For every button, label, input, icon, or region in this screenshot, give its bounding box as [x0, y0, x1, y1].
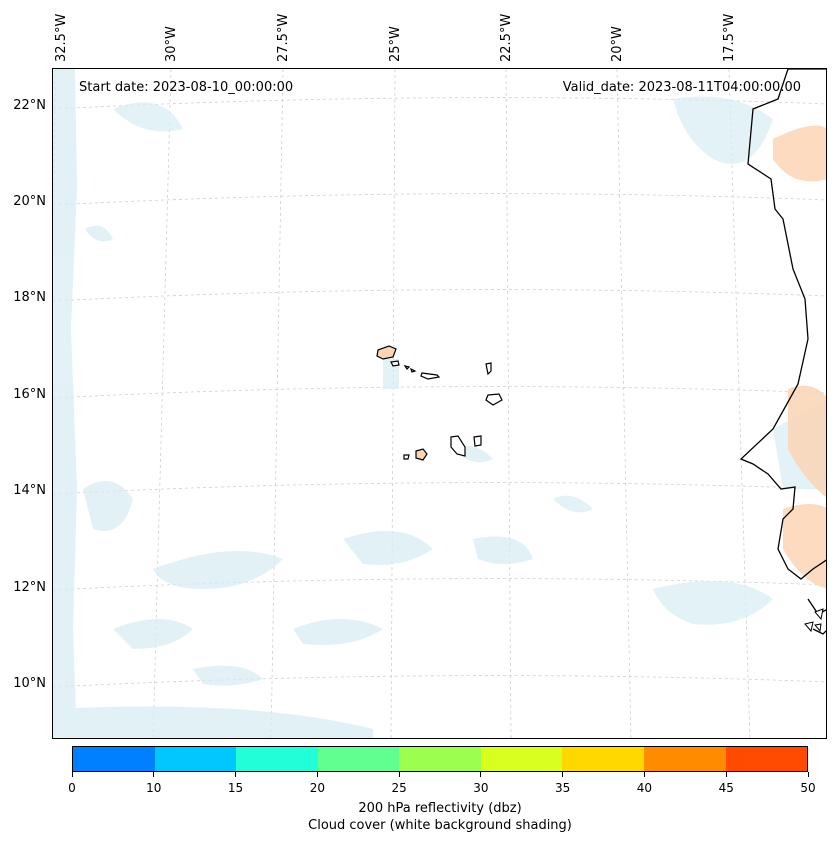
lat-label-16n: 16°N — [13, 387, 46, 402]
cape-verde-islands — [376, 345, 503, 461]
colorbar-tick-label: 25 — [391, 781, 407, 795]
colorbar-tick — [398, 772, 400, 777]
colorbar-segment — [73, 747, 155, 771]
colorbar-tick — [725, 772, 727, 777]
colorbar-segment — [236, 747, 318, 771]
lat-label-18n: 18°N — [13, 290, 46, 305]
colorbar-tick — [643, 772, 645, 777]
colorbar-label: 200 hPa reflectivity (dbz) — [358, 801, 522, 816]
map-panel: Start date: 2023-08-10_00:00:00 Valid_da… — [52, 68, 827, 739]
colorbar-tick — [807, 772, 809, 777]
start-date-text: Start date: 2023-08-10_00:00:00 — [79, 80, 293, 95]
colorbar-segment — [562, 747, 644, 771]
colorbar-tick — [235, 772, 237, 777]
colorbar-segment — [399, 747, 481, 771]
colorbar-segment — [643, 747, 726, 771]
colorbar-tick — [480, 772, 482, 777]
colorbar-sublabel: Cloud cover (white background shading) — [308, 818, 572, 833]
lat-label-10n: 10°N — [13, 676, 46, 691]
lon-label-27-5w: 27.5°W — [276, 13, 291, 62]
lon-label-17-5w: 17.5°W — [722, 13, 737, 62]
colorbar-tick-label: 40 — [636, 781, 653, 795]
lon-label-32-5w: 32.5°W — [54, 13, 69, 62]
colorbar-tick-label: 15 — [227, 781, 244, 795]
colorbar-tick-label: 45 — [718, 781, 734, 795]
lat-label-20n: 20°N — [13, 194, 46, 209]
colorbar-tick-label: 30 — [473, 781, 489, 795]
lon-label-30w: 30°W — [164, 26, 179, 62]
colorbar-segment — [480, 747, 563, 771]
bijagos-islands — [804, 608, 824, 633]
lat-label-12n: 12°N — [13, 580, 46, 595]
lat-label-14n: 14°N — [13, 483, 46, 498]
colorbar-tick-label: 35 — [555, 781, 571, 795]
lat-label-22n: 22°N — [13, 98, 46, 113]
lon-label-22-5w: 22.5°W — [499, 13, 514, 62]
colorbar-tick-label: 0 — [68, 781, 76, 795]
cloud-cover-shading — [53, 69, 826, 738]
colorbar — [72, 746, 808, 772]
valid-date-text: Valid_date: 2023-08-11T04:00:00.00 — [563, 80, 801, 95]
colorbar-segment — [154, 747, 237, 771]
map-canvas: Start date: 2023-08-10_00:00:00 Valid_da… — [53, 69, 826, 738]
lon-label-20w: 20°W — [610, 26, 625, 62]
colorbar-segment — [725, 747, 808, 771]
colorbar-tick-label: 50 — [800, 781, 816, 795]
lon-label-25w: 25°W — [388, 26, 403, 62]
colorbar-tick-label: 20 — [309, 781, 325, 795]
colorbar-tick-label: 10 — [146, 781, 162, 795]
colorbar-tick — [316, 772, 318, 777]
colorbar-tick — [562, 772, 564, 777]
reflectivity-shading — [773, 125, 826, 589]
colorbar-segment — [317, 747, 400, 771]
colorbar-tick — [153, 772, 155, 777]
colorbar-tick — [71, 772, 73, 777]
coastline-west-africa — [739, 69, 826, 580]
